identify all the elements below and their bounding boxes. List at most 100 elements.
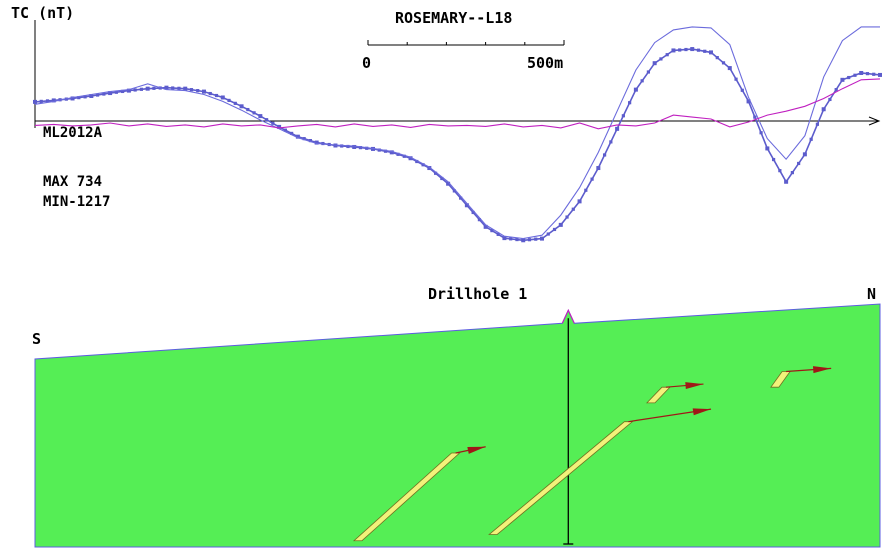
observed-point xyxy=(847,75,851,80)
observed-point xyxy=(408,156,413,161)
observed-point xyxy=(790,171,794,175)
observed-point xyxy=(746,99,751,104)
line-label: ML2012A xyxy=(43,125,103,141)
observed-point xyxy=(70,96,75,101)
observed-point xyxy=(196,89,200,93)
residual-series-line xyxy=(34,78,881,130)
observed-point xyxy=(340,144,344,148)
observed-point xyxy=(577,199,582,204)
chart-title: ROSEMARY--L18 xyxy=(395,9,512,27)
observed-point xyxy=(389,150,394,155)
observed-point xyxy=(715,56,719,60)
observed-point xyxy=(402,154,406,158)
observed-point xyxy=(878,72,882,77)
observed-point xyxy=(872,72,876,76)
dip-arrow-head xyxy=(467,446,486,454)
observed-point xyxy=(765,146,770,151)
observed-point xyxy=(352,144,357,149)
observed-point xyxy=(828,97,832,102)
observed-point xyxy=(95,93,100,97)
observed-point xyxy=(102,92,106,96)
observed-point xyxy=(365,146,369,150)
observed-point xyxy=(834,88,838,92)
observed-point xyxy=(177,86,181,90)
observed-point xyxy=(164,85,169,90)
observed-point xyxy=(815,122,820,126)
observed-point xyxy=(784,179,789,184)
observed-point xyxy=(264,118,269,122)
observed-point xyxy=(152,86,156,90)
observed-point xyxy=(433,171,438,175)
observed-point xyxy=(396,152,400,156)
observed-point xyxy=(314,140,319,145)
observed-point xyxy=(565,215,569,219)
observed-point xyxy=(459,196,463,200)
scale-bar-ticks xyxy=(367,40,565,45)
observed-point xyxy=(227,98,231,103)
observed-point xyxy=(440,176,444,181)
observed-point xyxy=(277,124,282,129)
observed-point xyxy=(496,232,500,236)
max-label: MAX 734 xyxy=(43,174,102,190)
observed-point xyxy=(840,77,845,82)
observed-point xyxy=(283,128,287,132)
dip-arrow-head xyxy=(685,382,704,390)
observed-point xyxy=(377,148,381,152)
observed-point xyxy=(490,228,494,233)
observed-point xyxy=(239,104,244,109)
north-label: N xyxy=(867,285,876,303)
observed-point xyxy=(295,134,300,139)
observed-point xyxy=(865,72,870,76)
observed-point xyxy=(452,189,456,193)
model-series-line xyxy=(34,26,880,240)
observed-point xyxy=(114,90,118,94)
observed-point xyxy=(596,166,601,171)
observed-point xyxy=(427,166,432,171)
observed-point xyxy=(709,50,713,55)
observed-point xyxy=(189,88,194,92)
observed-point xyxy=(753,115,757,119)
scale-end-label: 500m xyxy=(527,54,563,72)
drillhole-1 xyxy=(561,308,575,545)
scale-bar xyxy=(367,40,565,46)
observed-point xyxy=(346,144,350,149)
observed-point xyxy=(527,238,532,242)
observed-point xyxy=(258,114,263,119)
drillhole-label: Drillhole 1 xyxy=(428,285,527,303)
observed-point xyxy=(415,159,419,164)
observed-point xyxy=(521,238,526,243)
observed-point xyxy=(602,153,607,157)
observed-point xyxy=(609,140,613,144)
scale-start-label: 0 xyxy=(362,54,371,72)
observed-point xyxy=(45,99,50,103)
observed-point xyxy=(145,86,150,91)
magnetic-profile xyxy=(33,20,882,243)
observed-point xyxy=(771,157,776,162)
observed-point xyxy=(778,169,782,173)
observed-point xyxy=(515,237,519,242)
observed-point xyxy=(659,57,663,61)
observed-point xyxy=(77,96,81,100)
observed-point xyxy=(633,87,638,92)
observed-point xyxy=(821,107,826,112)
observed-series-line xyxy=(34,48,881,242)
observed-point xyxy=(640,79,644,83)
observed-point xyxy=(502,236,507,241)
observed-point xyxy=(202,89,206,94)
observed-point xyxy=(252,111,256,115)
observed-point xyxy=(571,207,575,211)
observed-point xyxy=(171,86,175,90)
observed-point xyxy=(678,48,682,52)
observed-point xyxy=(183,86,188,91)
dip-arrow-head xyxy=(692,408,711,416)
y-axis-label: TC (nT) xyxy=(11,4,74,22)
observed-point xyxy=(628,101,632,105)
observed-point xyxy=(483,224,488,229)
observed-point xyxy=(621,114,625,118)
profile-series xyxy=(33,26,882,243)
observed-point xyxy=(471,210,475,215)
observed-point xyxy=(358,146,363,150)
observed-point xyxy=(383,149,388,153)
observed-point xyxy=(126,88,131,93)
